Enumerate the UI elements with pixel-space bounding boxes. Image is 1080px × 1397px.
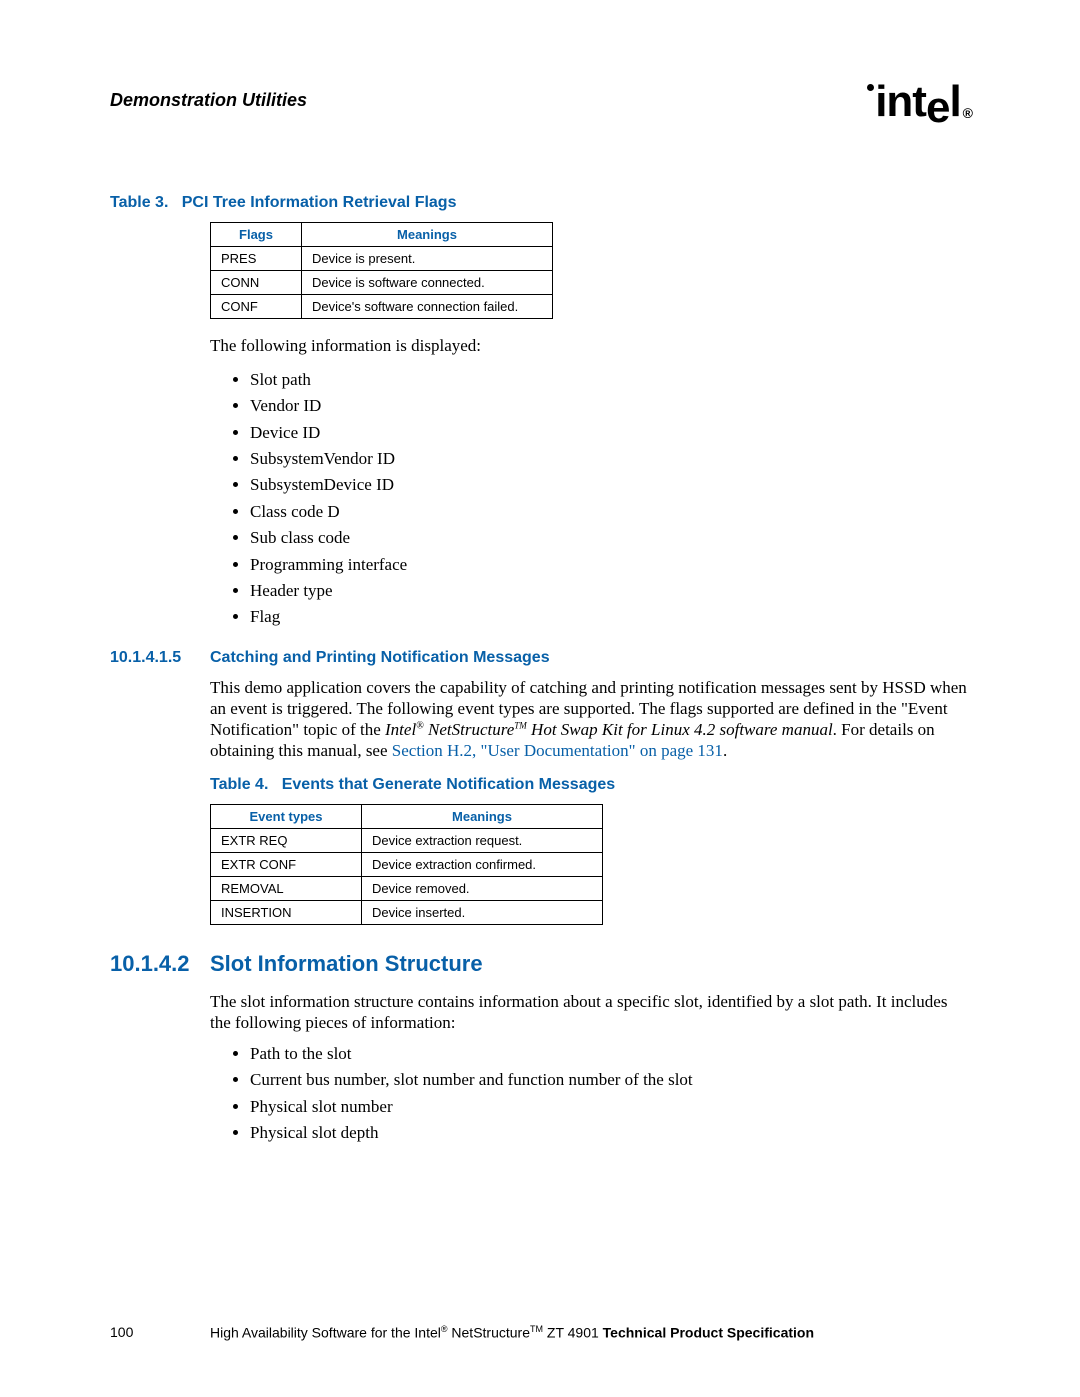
page-number: 100	[110, 1324, 210, 1341]
section-10-1-4-2-paragraph: The slot information structure contains …	[210, 991, 970, 1034]
table3-caption-text: PCI Tree Information Retrieval Flags	[182, 194, 457, 211]
list-item: Vendor ID	[250, 393, 970, 419]
list-item: Programming interface	[250, 552, 970, 578]
table4-caption: Table 4. Events that Generate Notificati…	[210, 776, 970, 794]
table-row: INSERTION Device inserted.	[211, 900, 603, 924]
page-footer: 100 High Availability Software for the I…	[110, 1324, 970, 1341]
table-row: EXTR REQ Device extraction request.	[211, 828, 603, 852]
tm-icon: TM	[530, 1324, 543, 1334]
intro-text: The following information is displayed:	[210, 335, 970, 357]
table-row: REMOVAL Device removed.	[211, 876, 603, 900]
list-item: Header type	[250, 578, 970, 604]
table-row: PRES Device is present.	[211, 247, 553, 271]
registered-icon: ®	[416, 720, 424, 731]
table4-col0: Event types	[211, 804, 362, 828]
table3-r0c1: Device is present.	[302, 247, 553, 271]
table-row: CONF Device's software connection failed…	[211, 295, 553, 319]
list-item: Sub class code	[250, 525, 970, 551]
table3-caption-prefix: Table 3.	[110, 194, 168, 211]
footer-bold: Technical Product Specification	[603, 1325, 814, 1341]
table4-r1c1: Device extraction confirmed.	[362, 852, 603, 876]
table4-r3c1: Device inserted.	[362, 900, 603, 924]
registered-icon: ®	[963, 105, 972, 121]
section-number: 10.1.4.2	[110, 951, 210, 977]
table-row: CONN Device is software connected.	[211, 271, 553, 295]
footer-text: High Availability Software for the Intel…	[210, 1324, 970, 1341]
table3-r1c0: CONN	[211, 271, 302, 295]
table4-r0c1: Device extraction request.	[362, 828, 603, 852]
table3-header-row: Flags Meanings	[211, 223, 553, 247]
tm-icon: TM	[514, 720, 527, 730]
page: Demonstration Utilities intel® Table 3. …	[0, 0, 1080, 1397]
list-item: Physical slot number	[250, 1094, 970, 1120]
table4-col1: Meanings	[362, 804, 603, 828]
content-area: Table 3. PCI Tree Information Retrieval …	[210, 194, 970, 1146]
section-title: Slot Information Structure	[210, 951, 483, 977]
section-number: 10.1.4.1.5	[110, 649, 210, 667]
table3: Flags Meanings PRES Device is present. C…	[210, 222, 553, 319]
info-list-2: Path to the slot Current bus number, slo…	[210, 1041, 970, 1146]
info-list-1: Slot path Vendor ID Device ID SubsystemV…	[210, 367, 970, 630]
section-10-1-4-1-5-paragraph: This demo application covers the capabil…	[210, 677, 970, 762]
table3-col0: Flags	[211, 223, 302, 247]
table-row: EXTR CONF Device extraction confirmed.	[211, 852, 603, 876]
list-item: SubsystemVendor ID	[250, 446, 970, 472]
list-item: Path to the slot	[250, 1041, 970, 1067]
table4-r1c0: EXTR CONF	[211, 852, 362, 876]
section-title: Catching and Printing Notification Messa…	[210, 649, 550, 667]
table3-r2c0: CONF	[211, 295, 302, 319]
header-title: Demonstration Utilities	[110, 90, 307, 111]
table4-r2c1: Device removed.	[362, 876, 603, 900]
table4-header-row: Event types Meanings	[211, 804, 603, 828]
table3-caption: Table 3. PCI Tree Information Retrieval …	[110, 194, 970, 212]
table3-r0c0: PRES	[211, 247, 302, 271]
table4-r0c0: EXTR REQ	[211, 828, 362, 852]
doc-link[interactable]: Section H.2, "User Documentation" on pag…	[392, 741, 723, 760]
section-10-1-4-2-heading: 10.1.4.2 Slot Information Structure	[110, 951, 970, 977]
table4-caption-prefix: Table 4.	[210, 776, 268, 793]
section-10-1-4-1-5-heading: 10.1.4.1.5 Catching and Printing Notific…	[110, 649, 970, 667]
page-header: Demonstration Utilities intel®	[110, 80, 970, 124]
list-item: Slot path	[250, 367, 970, 393]
table4-r3c0: INSERTION	[211, 900, 362, 924]
list-item: Class code D	[250, 499, 970, 525]
table3-r1c1: Device is software connected.	[302, 271, 553, 295]
table3-col1: Meanings	[302, 223, 553, 247]
table4: Event types Meanings EXTR REQ Device ext…	[210, 804, 603, 925]
table3-r2c1: Device's software connection failed.	[302, 295, 553, 319]
list-item: Flag	[250, 604, 970, 630]
list-item: Device ID	[250, 420, 970, 446]
table4-r2c0: REMOVAL	[211, 876, 362, 900]
registered-icon: ®	[441, 1324, 448, 1334]
list-item: Physical slot depth	[250, 1120, 970, 1146]
list-item: SubsystemDevice ID	[250, 472, 970, 498]
list-item: Current bus number, slot number and func…	[250, 1067, 970, 1093]
table4-caption-text: Events that Generate Notification Messag…	[282, 776, 615, 793]
intel-logo: intel®	[867, 80, 970, 124]
